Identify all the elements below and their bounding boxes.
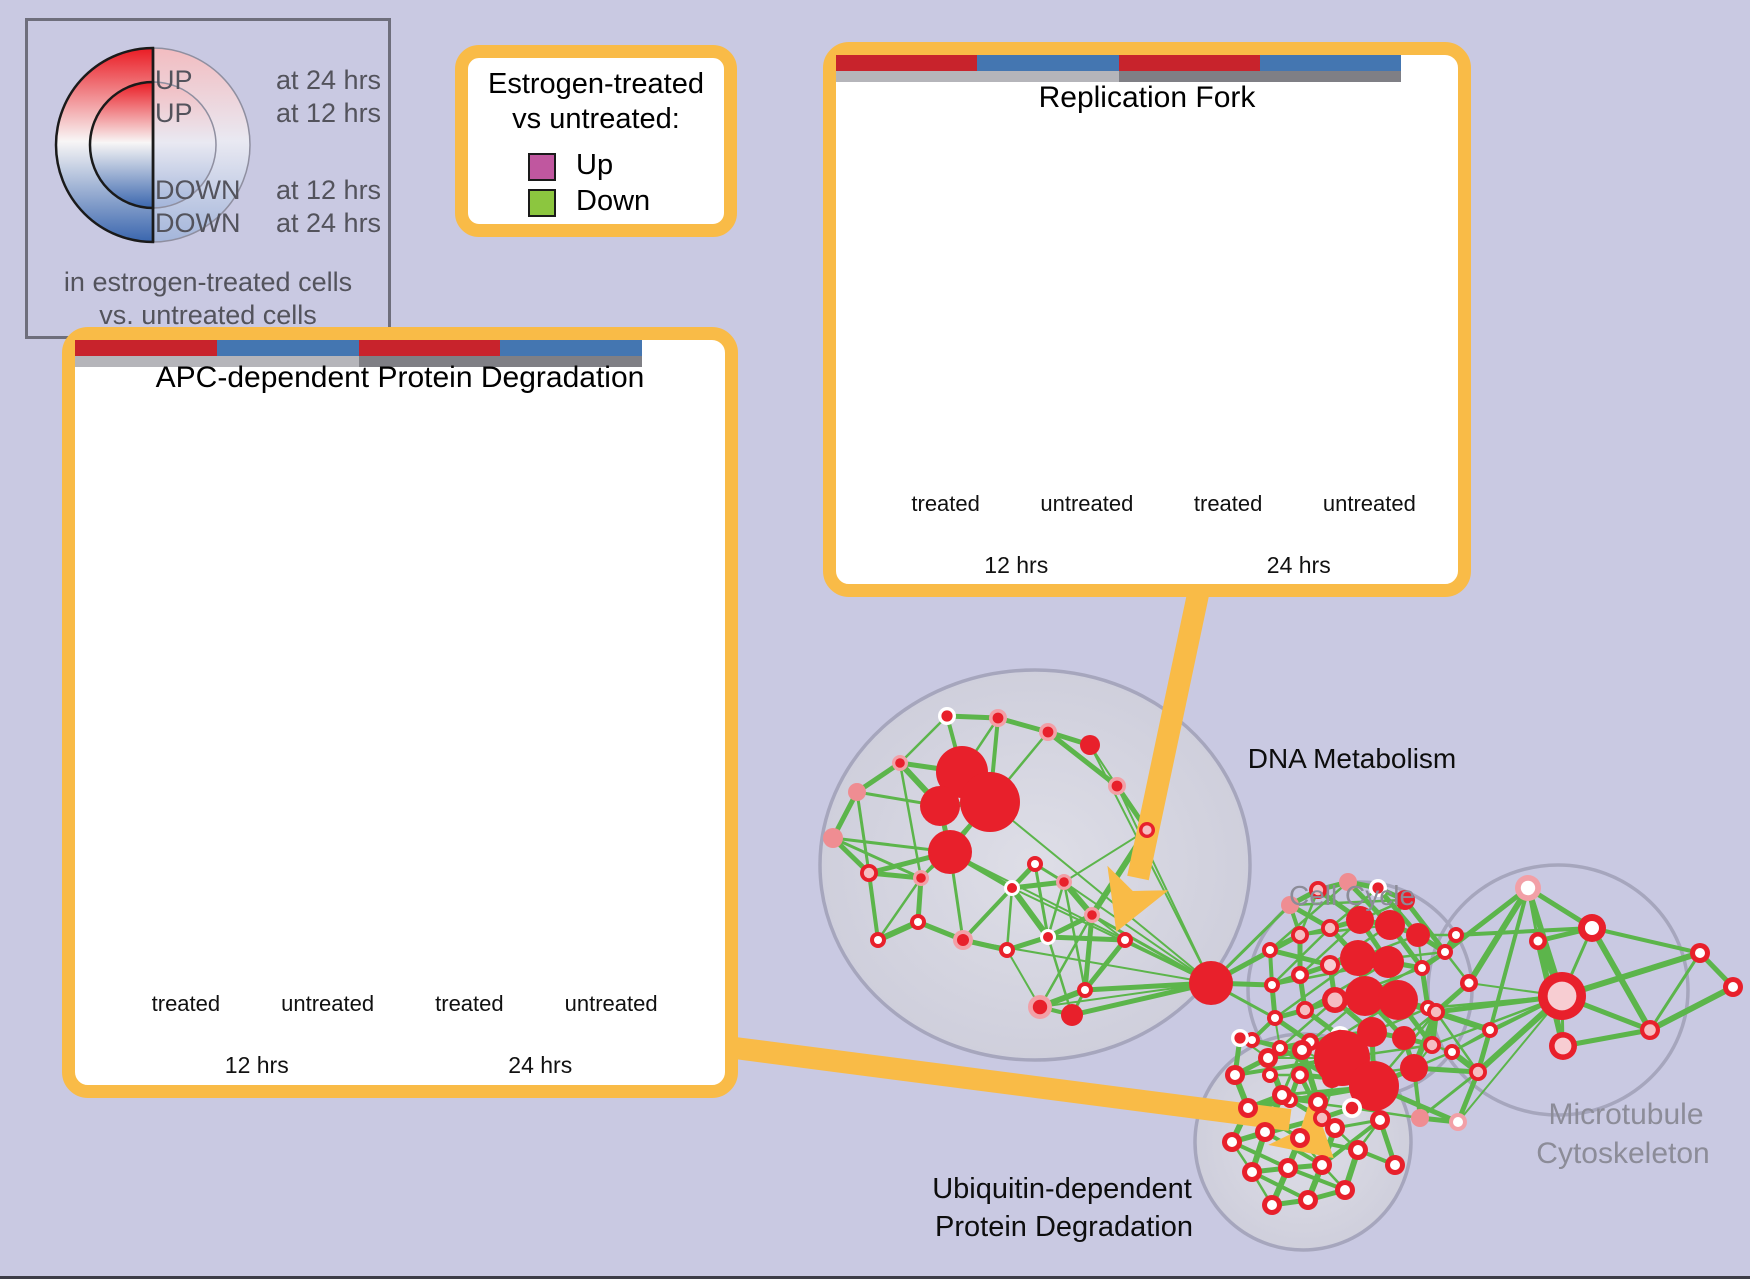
- replication-fork-title: Replication Fork: [1038, 81, 1256, 114]
- apc-degradation-heatmap: [115, 395, 682, 988]
- apc-time-bar: [75, 356, 642, 367]
- svg-text:Cell Cycle: Cell Cycle: [1289, 880, 1415, 911]
- legend-up-24-time: at 24 hrs: [276, 65, 382, 95]
- updown-legend-title-line2: vs untreated:: [512, 103, 680, 135]
- legend-down-24-time: at 24 hrs: [276, 208, 382, 238]
- time-label: 12 hrs: [224, 1052, 289, 1078]
- svg-text:Cytoskeleton: Cytoskeleton: [1536, 1137, 1709, 1170]
- untreated-bar-segment: [500, 340, 642, 356]
- time-24h-bar: [1118, 71, 1401, 82]
- replication-fork-heatmap: [875, 116, 1440, 487]
- rf-time-labels: 12 hrs 24 hrs: [875, 552, 1440, 579]
- svg-text:Protein Degradation: Protein Degradation: [935, 1211, 1193, 1243]
- time-label: 24 hrs: [1266, 552, 1331, 578]
- time-12h-bar: [836, 71, 1119, 82]
- legend-footer-line2: vs. untreated cells: [99, 300, 317, 330]
- untreated-bar-segment: [1259, 55, 1401, 71]
- cluster-labels: DNA Metabolism Cell Cycle Microtubule Cytos…: [932, 743, 1710, 1243]
- group-label: treated: [911, 491, 980, 516]
- updown-legend: Estrogen-treated vs untreated: Up Down: [455, 45, 737, 237]
- legend-footer-line1: in estrogen-treated cells: [63, 267, 353, 297]
- apc-treatment-bar: [75, 340, 642, 356]
- apc-group-labels: treated untreated treated untreated: [115, 991, 682, 1017]
- treated-bar-segment: [836, 55, 978, 71]
- apc-time-labels: 12 hrs 24 hrs: [115, 1052, 682, 1079]
- legend-down-12-word: DOWN: [155, 175, 241, 205]
- gene-nodes: [823, 707, 1743, 1215]
- svg-text:Ubiquitin-dependent: Ubiquitin-dependent: [932, 1173, 1192, 1205]
- group-label: treated: [1193, 491, 1263, 516]
- concentric-gradient-rings-icon: [54, 46, 251, 244]
- treated-bar-segment: [358, 340, 501, 356]
- microtubule-ellipse: [1426, 863, 1690, 1117]
- treated-bar-segment: [1118, 55, 1260, 71]
- up-label: Up: [576, 149, 614, 181]
- legend-down-24-word: DOWN: [155, 208, 241, 238]
- rf-treatment-bar: [836, 55, 1401, 71]
- legend-down-12-time: at 12 hrs: [276, 175, 382, 205]
- down-color-swatch: [528, 189, 556, 217]
- time-24h-bar: [358, 356, 642, 367]
- up-color-swatch: [528, 153, 556, 181]
- updown-legend-title-line1: Estrogen-treated: [487, 68, 704, 100]
- arrow-head: [1107, 865, 1169, 932]
- group-label: treated: [151, 991, 221, 1016]
- group-label: treated: [435, 991, 504, 1016]
- treated-bar-segment: [75, 340, 217, 356]
- legend-up-12-word: UP: [155, 98, 193, 128]
- svg-text:Microtubule: Microtubule: [1548, 1098, 1703, 1131]
- time-label: 24 hrs: [508, 1052, 573, 1078]
- replication-fork-panel: Replication Fork treated untreated treated…: [823, 42, 1471, 597]
- group-label: untreated: [1322, 491, 1416, 516]
- group-label: untreated: [564, 991, 658, 1016]
- apc-degradation-panel: APC-dependent Protein Degradation treate…: [62, 327, 738, 1098]
- figure-bottom-border: [0, 1276, 1750, 1279]
- time-label: 12 hrs: [984, 552, 1049, 578]
- apc-degradation-title: APC-dependent Protein Degradation: [155, 361, 645, 394]
- group-label: untreated: [281, 991, 375, 1016]
- color-scale-legend: UP at 24 hrs UP at 12 hrs DOWN at 12 hrs…: [25, 18, 391, 339]
- rf-group-labels: treated untreated treated untreated: [875, 491, 1440, 517]
- svg-text:DNA Metabolism: DNA Metabolism: [1248, 743, 1457, 774]
- legend-up-12-time: at 12 hrs: [276, 98, 382, 128]
- legend-up-24-word: UP: [155, 65, 193, 95]
- untreated-bar-segment: [977, 55, 1119, 71]
- arrow-head: [1268, 1095, 1334, 1159]
- group-label: untreated: [1040, 491, 1134, 516]
- rf-time-bar: [836, 71, 1401, 82]
- untreated-bar-segment: [216, 340, 359, 356]
- time-12h-bar: [75, 356, 359, 367]
- down-label: Down: [576, 185, 651, 217]
